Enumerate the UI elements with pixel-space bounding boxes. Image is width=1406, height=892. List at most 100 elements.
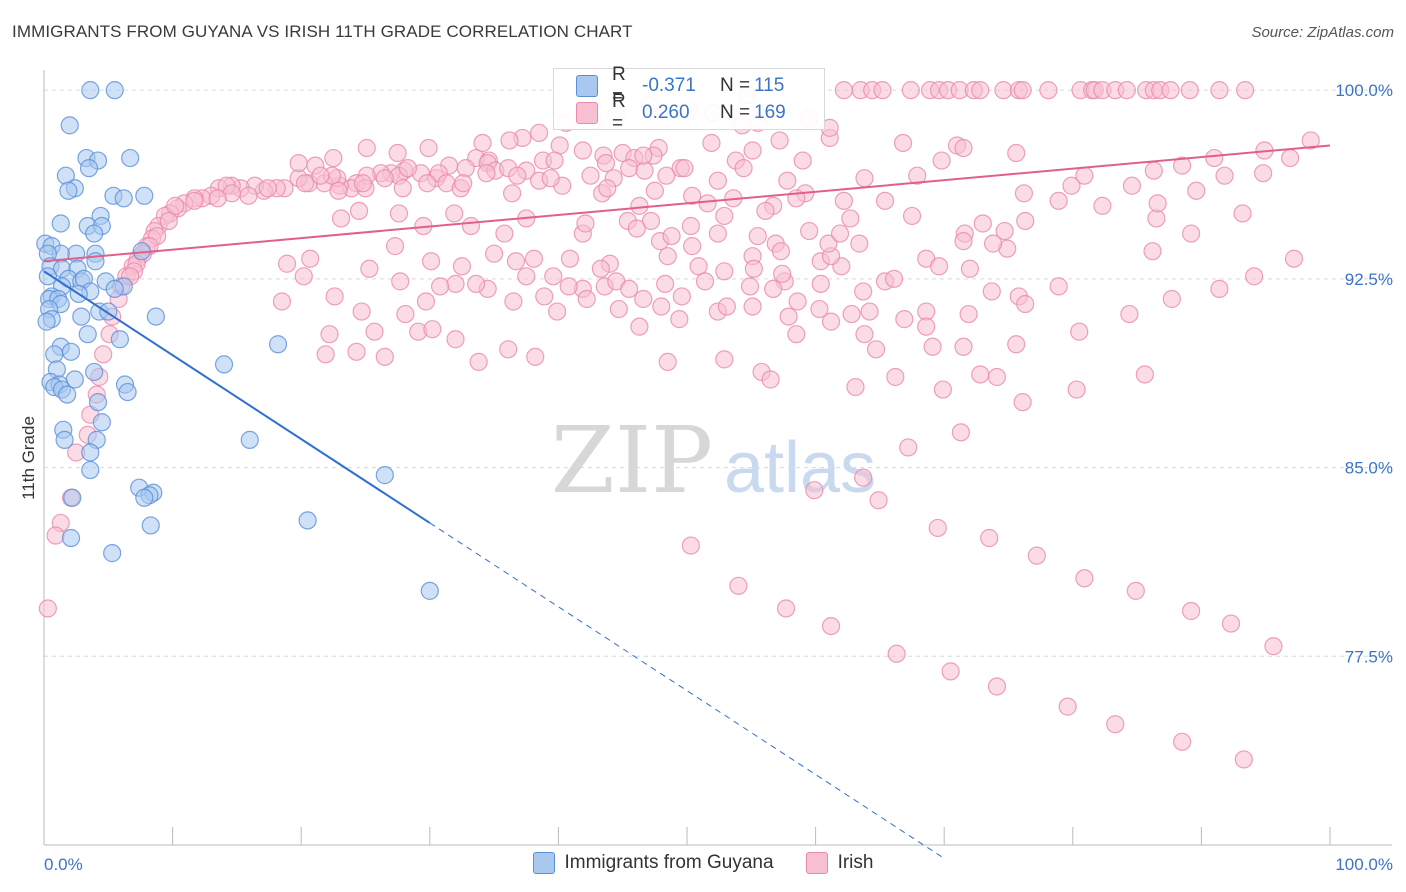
irish-point xyxy=(1075,166,1094,185)
irish-point xyxy=(1173,732,1192,751)
irish-point xyxy=(681,216,700,236)
irish-point xyxy=(1210,279,1229,299)
irish-point xyxy=(929,257,949,276)
irish-point xyxy=(887,644,906,663)
legend-item-guyana[interactable]: Immigrants from Guyana xyxy=(532,852,774,874)
irish-point xyxy=(393,179,412,198)
irish-point xyxy=(461,216,481,236)
irish-point xyxy=(419,138,438,158)
irish-point xyxy=(573,141,592,160)
guyana-point xyxy=(37,312,56,331)
irish-point xyxy=(708,171,727,190)
irish-point xyxy=(1187,181,1206,200)
irish-point xyxy=(430,277,450,296)
legend-label: Immigrants from Guyana xyxy=(564,852,774,873)
irish-point xyxy=(1007,335,1026,354)
chart-title: IMMIGRANTS FROM GUYANA VS IRISH 11TH GRA… xyxy=(12,22,633,41)
guyana-point xyxy=(118,382,137,402)
irish-point xyxy=(365,322,384,341)
irish-point xyxy=(893,133,913,153)
irish-point xyxy=(360,259,379,278)
irish-point xyxy=(550,136,569,155)
irish-point xyxy=(788,292,807,311)
irish-point xyxy=(1126,581,1145,600)
irish-point xyxy=(773,264,792,283)
irish-point xyxy=(1014,184,1034,203)
series-legend: Immigrants from Guyana Irish xyxy=(0,852,1406,874)
irish-point xyxy=(598,179,617,198)
irish-point xyxy=(559,277,578,296)
irish-point xyxy=(670,310,689,329)
guyana-point xyxy=(81,460,100,480)
irish-point xyxy=(576,214,595,233)
y-tick-label: 92.5% xyxy=(1345,270,1393,289)
irish-point xyxy=(1180,81,1199,100)
guyana-point xyxy=(81,443,100,462)
irish-point xyxy=(634,146,653,165)
irish-point xyxy=(973,214,992,233)
irish-point xyxy=(352,302,371,321)
irish-point xyxy=(388,143,407,163)
irish-point xyxy=(800,221,819,241)
irish-point xyxy=(1144,161,1163,180)
irish-point xyxy=(729,576,748,595)
irish-point xyxy=(1049,277,1068,296)
irish-point xyxy=(899,438,918,457)
guyana-point xyxy=(298,511,317,530)
irish-point xyxy=(1039,81,1058,100)
irish-point xyxy=(846,377,865,397)
guyana-point xyxy=(79,159,99,178)
irish-point xyxy=(1161,81,1180,100)
guyana-trend-extension xyxy=(429,522,945,859)
irish-point xyxy=(320,325,339,344)
legend-item-irish[interactable]: Irish xyxy=(805,852,873,874)
irish-point xyxy=(1301,131,1320,150)
irish-point xyxy=(708,224,727,243)
irish-point xyxy=(770,131,789,150)
irish-point xyxy=(591,259,610,278)
irish-point xyxy=(508,166,527,185)
irish-point xyxy=(756,201,775,221)
irish-point xyxy=(620,159,639,178)
r-label: R = xyxy=(612,64,626,107)
irish-point xyxy=(166,196,185,215)
irish-point xyxy=(1016,211,1035,231)
irish-point xyxy=(385,237,405,256)
guyana-point xyxy=(114,189,133,208)
irish-point xyxy=(46,526,65,545)
irish-point xyxy=(389,204,409,223)
irish-point xyxy=(1147,209,1166,228)
irish-point xyxy=(630,317,649,336)
irish-point xyxy=(928,518,947,538)
irish-point xyxy=(658,352,677,371)
guyana-point xyxy=(81,81,100,100)
irish-point xyxy=(316,345,335,364)
guyana-point xyxy=(88,393,108,412)
irish-point xyxy=(902,206,922,226)
irish-point xyxy=(698,194,717,213)
irish-point xyxy=(954,337,973,356)
irish-point xyxy=(932,151,951,170)
irish-point xyxy=(545,151,564,170)
irish-point xyxy=(884,269,904,288)
irish-point xyxy=(776,599,796,618)
irish-point xyxy=(609,299,628,319)
irish-point xyxy=(834,81,853,100)
irish-point xyxy=(277,254,297,273)
irish-point xyxy=(1135,365,1154,384)
irish-point xyxy=(819,234,838,253)
guyana-point xyxy=(72,307,91,326)
irish-point xyxy=(530,123,549,143)
irish-point xyxy=(971,365,990,384)
irish-point xyxy=(842,304,861,324)
irish-point xyxy=(396,304,415,324)
y-tick-label: 100.0% xyxy=(1335,81,1393,100)
irish-point xyxy=(517,267,536,286)
irish-point xyxy=(1284,249,1304,268)
irish-point xyxy=(1205,148,1224,168)
guyana-point xyxy=(135,186,154,205)
guyana-point xyxy=(105,279,124,299)
irish-point xyxy=(469,352,488,371)
irish-point xyxy=(1281,148,1300,168)
